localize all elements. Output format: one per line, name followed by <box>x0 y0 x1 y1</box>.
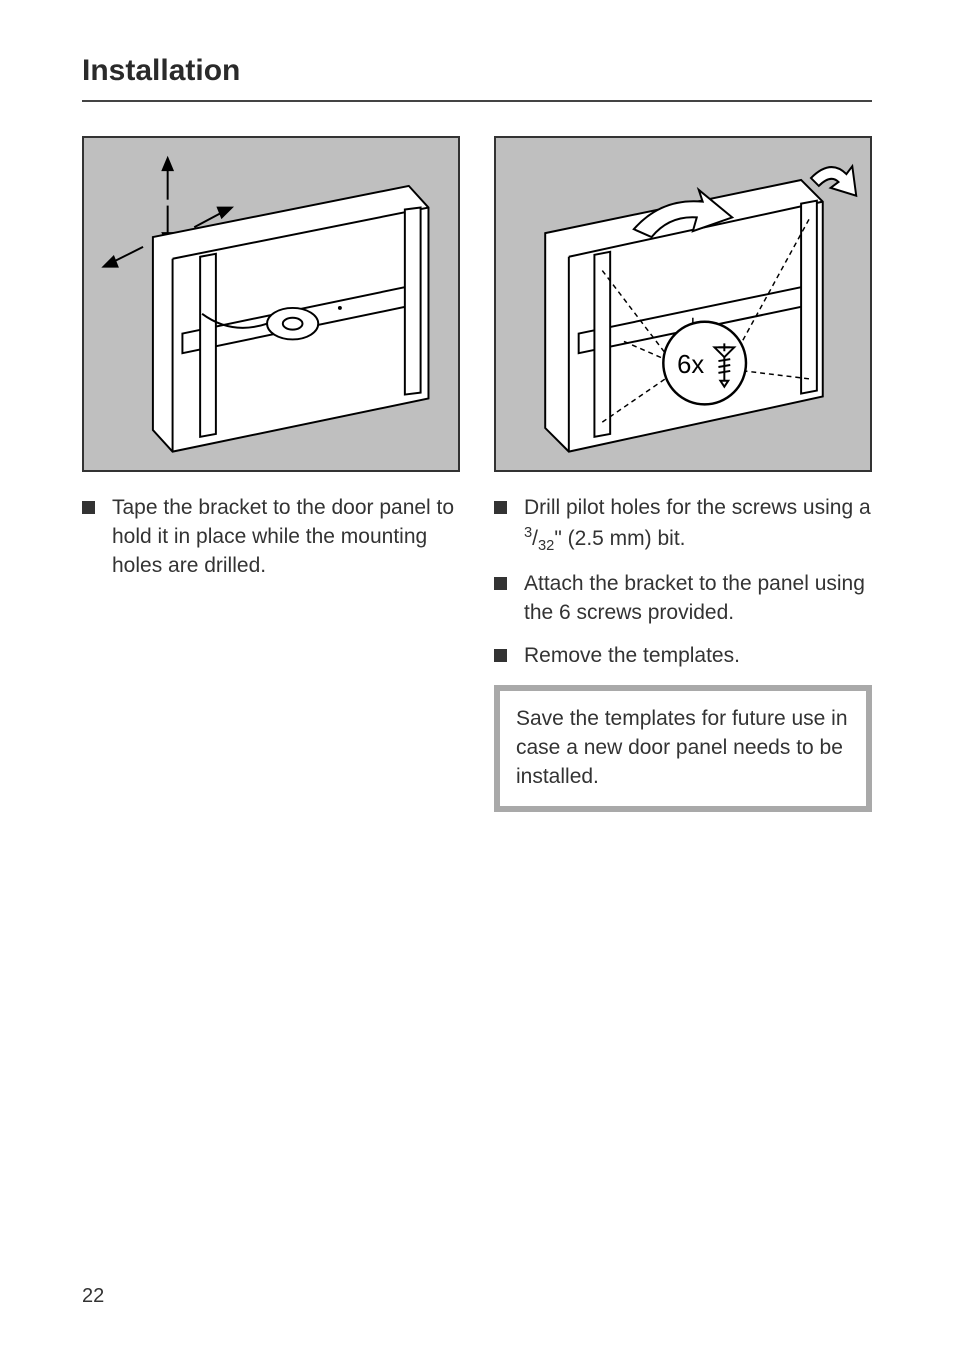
right-bullet-list: Drill pilot holes for the screws using a… <box>494 494 872 671</box>
left-bullet-list: Tape the bracket to the door panel to ho… <box>82 494 460 581</box>
page: Installation <box>0 0 954 1352</box>
illustration-attach-bracket: 6x <box>496 138 870 470</box>
list-item: Attach the bracket to the panel using th… <box>494 570 872 628</box>
list-item: Drill pilot holes for the screws using a… <box>494 494 872 556</box>
figure-attach-bracket: 6x <box>494 136 872 472</box>
callout-label: 6x <box>677 351 704 379</box>
right-column: 6x <box>494 136 872 812</box>
illustration-tape-bracket <box>84 138 458 470</box>
bullet-text: Drill pilot holes for the screws using a… <box>524 496 871 550</box>
figure-tape-bracket <box>82 136 460 472</box>
left-column: Tape the bracket to the door panel to ho… <box>82 136 460 812</box>
page-title: Installation <box>82 54 872 102</box>
list-item: Remove the templates. <box>494 642 872 671</box>
content-columns: Tape the bracket to the door panel to ho… <box>82 136 872 812</box>
list-item: Tape the bracket to the door panel to ho… <box>82 494 460 581</box>
note-box: Save the templates for future use in cas… <box>494 685 872 812</box>
page-number: 22 <box>82 1285 104 1308</box>
